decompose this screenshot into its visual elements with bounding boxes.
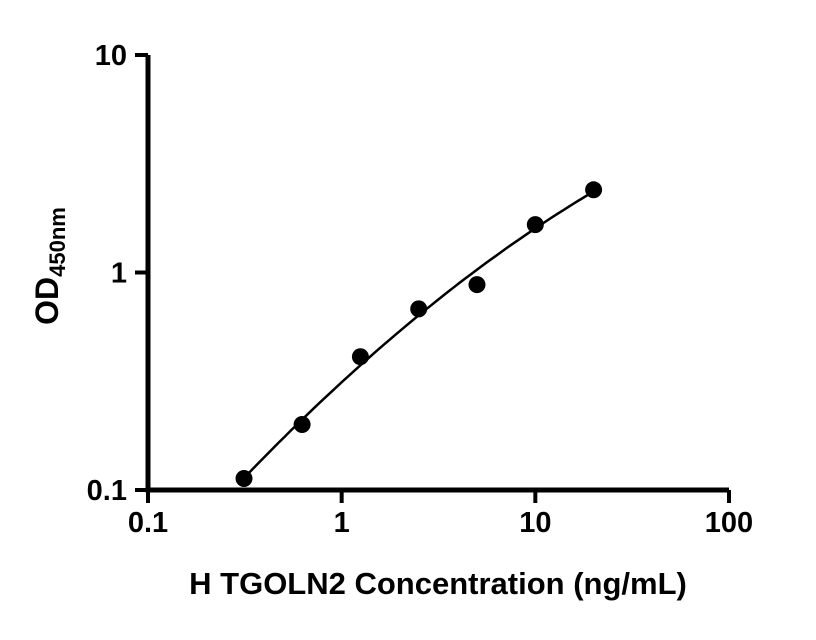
y-axis-label: OD450nm bbox=[29, 207, 71, 325]
axis-spine bbox=[145, 55, 729, 493]
fit-curve bbox=[243, 190, 595, 479]
x-tick-label: 10 bbox=[519, 507, 551, 539]
y-tick-label: 10 bbox=[95, 40, 127, 72]
data-point bbox=[410, 300, 428, 318]
data-point bbox=[293, 416, 311, 433]
x-tick-label: 0.1 bbox=[128, 507, 168, 539]
x-tick-label: 100 bbox=[705, 507, 753, 539]
y-tick-label: 1 bbox=[111, 258, 127, 290]
y-tick-label: 0.1 bbox=[87, 475, 127, 507]
data-point bbox=[585, 181, 603, 199]
x-axis-label: H TGOLN2 Concentration (ng/mL) bbox=[189, 566, 687, 601]
data-point bbox=[351, 348, 369, 366]
data-point bbox=[468, 276, 486, 294]
y-axis-label-od: OD bbox=[29, 276, 65, 325]
x-tick-label: 1 bbox=[334, 507, 350, 539]
data-point bbox=[235, 470, 253, 487]
data-point bbox=[526, 216, 544, 234]
y-axis-label-450nm: 450nm bbox=[45, 207, 70, 277]
